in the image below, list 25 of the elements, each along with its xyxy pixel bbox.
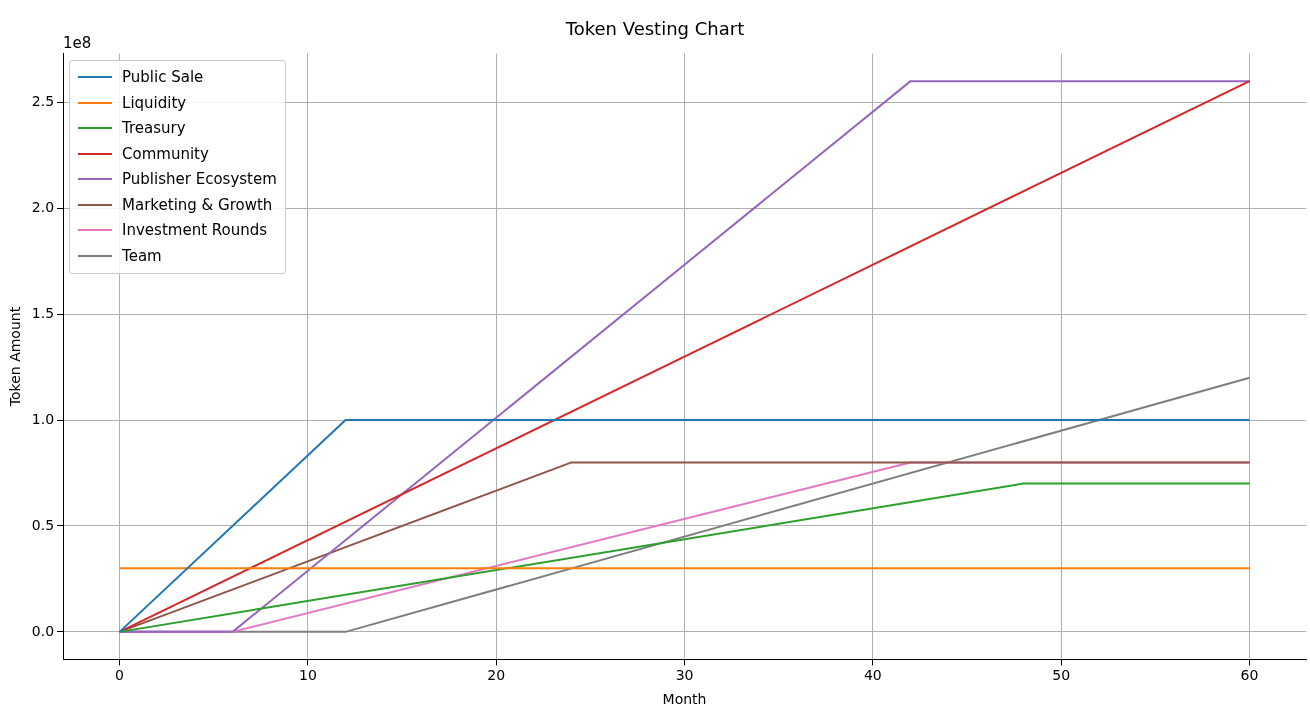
x-tick-label: 50 <box>1052 667 1071 684</box>
legend-label: Public Sale <box>122 68 204 87</box>
x-tick-label: 20 <box>487 667 506 684</box>
x-tick-label: 0 <box>115 667 125 684</box>
text: 1e8 <box>63 33 92 52</box>
legend-label: Treasury <box>122 119 186 138</box>
y-tick-label: 2.5 <box>31 92 55 109</box>
x-axis-title: Month <box>662 691 707 708</box>
x-tick-label: 10 <box>298 667 317 684</box>
legend-label: Liquidity <box>122 93 187 112</box>
y-tick-label: 2.0 <box>31 198 55 215</box>
legend-label: Team <box>122 246 162 265</box>
x-tick-label: 30 <box>675 667 694 684</box>
y-tick-label: 1.5 <box>31 304 55 321</box>
y-tick-label: 0.5 <box>31 516 55 533</box>
legend-label: Publisher Ecosystem <box>122 170 277 189</box>
legend-label: Community <box>122 144 209 163</box>
legend-label: Investment Rounds <box>122 221 268 240</box>
x-tick-label: 60 <box>1240 667 1259 684</box>
x-tick-label: 40 <box>863 667 882 684</box>
chart-title: Token Vesting Chart <box>564 18 745 40</box>
y-tick-label: 1.0 <box>31 410 55 427</box>
y-axis-title: Token Amount <box>7 306 24 408</box>
y-tick-label: 0.0 <box>31 622 55 639</box>
legend-label: Marketing & Growth <box>122 195 273 214</box>
